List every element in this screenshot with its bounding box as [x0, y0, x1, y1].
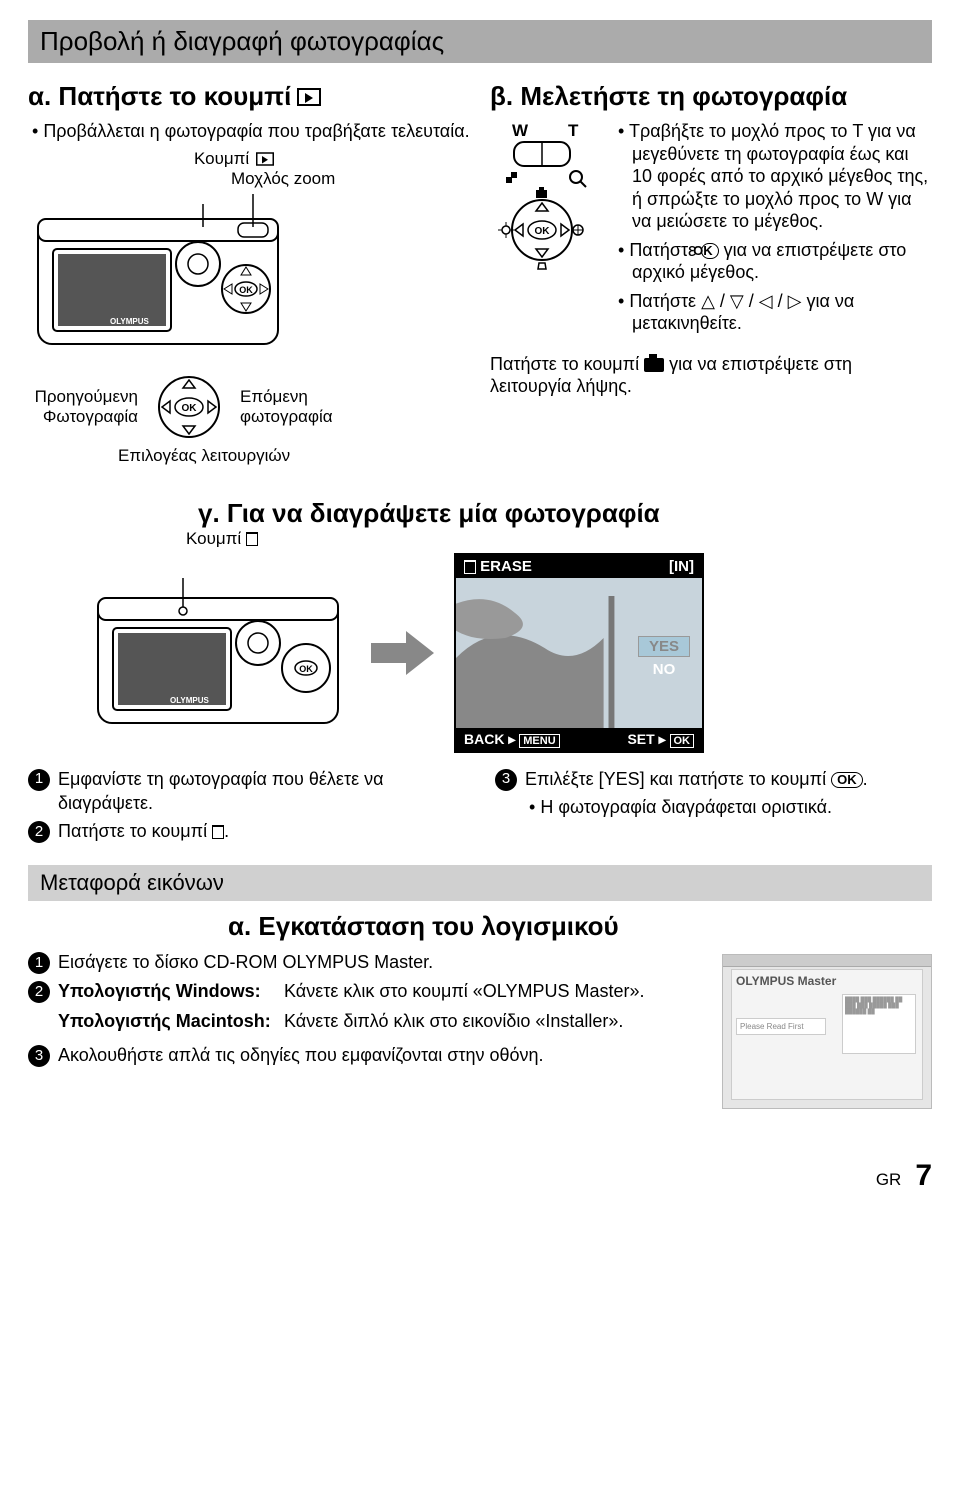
inst-num-3: 3 [28, 1045, 50, 1067]
windows-text: Κάνετε κλικ στο κουμπί «OLYMPUS Master». [284, 979, 644, 1003]
svg-text:T: T [568, 121, 579, 140]
step-b-bullet-1: Τραβήξτε το μοχλό προς το T για να μεγεθ… [618, 120, 932, 233]
camera-icon [644, 358, 664, 372]
step-num-3: 3 [495, 769, 517, 791]
step-c-3-bullet: Η φωτογραφία διαγράφεται οριστικά. [529, 795, 932, 819]
trash-icon-inline [212, 825, 224, 839]
erase-screen: ERASE [IN] YES NO BACK ▸ MENU SET ▸ OK [454, 553, 704, 753]
section-title-1: Προβολή ή διαγραφή φωτογραφίας [28, 20, 932, 63]
step-a-text: α. Πατήστε το κουμπί [28, 81, 291, 112]
ok-icon: OK [701, 243, 719, 259]
step-num-2: 2 [28, 821, 50, 843]
play-icon-small [256, 152, 274, 166]
svg-text:OK: OK [535, 226, 551, 237]
installer-readme: Please Read First [736, 1018, 826, 1035]
menu-label: MENU [519, 734, 559, 748]
in-label: [IN] [669, 558, 694, 575]
step-a-bullet: Προβάλλεται η φωτογραφία που τραβήξατε τ… [32, 120, 470, 143]
press-camera-note: Πατήστε το κουμπί για να επιστρέψετε στη… [490, 353, 932, 398]
step-c-1: Εμφανίστε τη φωτογραφία που θέλετε να δι… [58, 767, 465, 816]
installer-screenshot: OLYMPUS Master Please Read First ████ ██… [722, 954, 932, 1109]
inst-num-2: 2 [28, 981, 50, 1003]
camera-illustration: OK OLYMPUS [28, 189, 288, 359]
next-photo-label: Επόμενη φωτογραφία [240, 387, 350, 427]
svg-text:OLYMPUS: OLYMPUS [170, 696, 209, 705]
page-number: 7 [915, 1159, 932, 1193]
windows-label: Υπολογιστής Windows: [58, 979, 278, 1003]
svg-text:W: W [512, 121, 529, 140]
ok-label: OK [670, 734, 695, 748]
install-step-1: Εισάγετε το δίσκο CD-ROM OLYMPUS Master. [58, 950, 433, 974]
ok-pad-illustration: OK [144, 372, 234, 442]
back-label: BACK [464, 731, 504, 747]
footer-gr: GR [876, 1170, 902, 1190]
set-label: SET [627, 731, 654, 747]
install-title: α. Εγκατάσταση του λογισμικού [228, 911, 932, 942]
arrow-icon [366, 628, 436, 678]
step-c-title: γ. Για να διαγράψετε μία φωτογραφία [198, 498, 932, 529]
yes-option[interactable]: YES [638, 636, 690, 657]
mac-text: Κάνετε διπλό κλικ στο εικονίδιο «Install… [284, 1009, 623, 1033]
no-option[interactable]: NO [638, 661, 690, 678]
ok-icon-inline: OK [831, 772, 863, 788]
step-num-1: 1 [28, 769, 50, 791]
installer-title: OLYMPUS Master [736, 974, 918, 988]
play-icon [297, 88, 321, 106]
section-title-2: Μεταφορά εικόνων [28, 865, 932, 901]
zoom-illustration: W T OK [490, 120, 600, 270]
inst-num-1: 1 [28, 952, 50, 974]
step-c-3: Επιλέξτε [YES] και πατήστε το κουμπί OK. [525, 767, 868, 791]
svg-text:OK: OK [299, 664, 313, 674]
zoom-label: Μοχλός zoom [231, 169, 335, 189]
trash-icon-screen [464, 560, 476, 574]
step-b-bullet-3: Πατήστε △ / ▽ / ◁ / ▷ για να μετακινηθεί… [618, 290, 932, 335]
erase-label: ERASE [480, 558, 532, 575]
mac-label: Υπολογιστής Macintosh: [58, 1009, 278, 1033]
install-step-3: Ακολουθήστε απλά τις οδηγίες που εμφανίζ… [58, 1043, 544, 1067]
camera-illustration-2: OK OLYMPUS [88, 568, 348, 738]
step-b-title: β. Μελετήστε τη φωτογραφία [490, 81, 932, 112]
trash-icon [246, 532, 258, 546]
btn-label-c: Κουμπί [186, 529, 241, 548]
svg-text:OK: OK [182, 403, 198, 414]
svg-text:OLYMPUS: OLYMPUS [110, 317, 149, 326]
step-a-title: α. Πατήστε το κουμπί [28, 81, 470, 112]
step-b-bullet-2: Πατήστε OK για να επιστρέψετε στο αρχικό… [618, 239, 932, 284]
step-c-2: Πατήστε το κουμπί . [58, 819, 229, 843]
svg-text:OK: OK [239, 285, 253, 295]
prev-photo-label: Προηγούμενη Φωτογραφία [28, 387, 138, 427]
btn-label: Κουμπί [194, 149, 249, 169]
selector-label: Επιλογέας λειτουργιών [118, 446, 470, 466]
